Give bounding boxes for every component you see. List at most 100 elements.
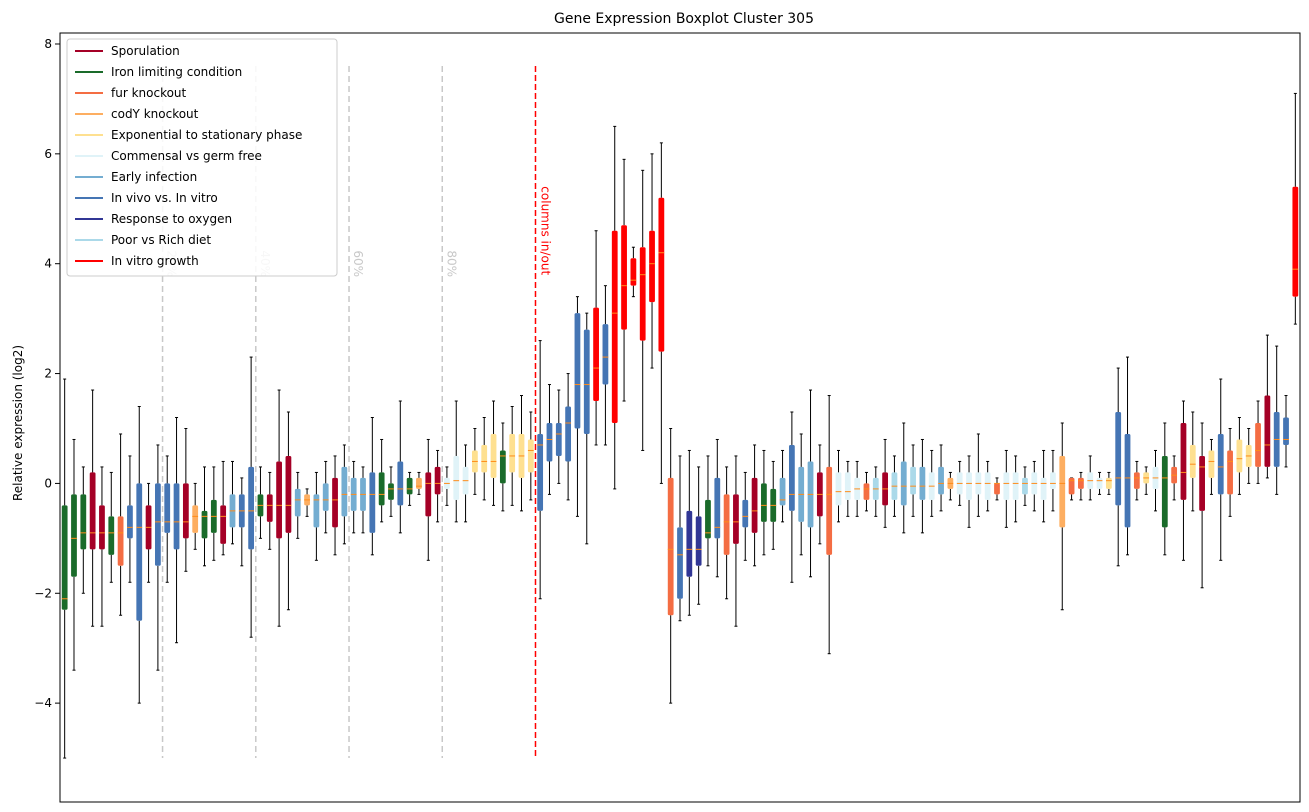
box-36 xyxy=(397,400,404,534)
box-110 xyxy=(1087,455,1094,501)
box-body xyxy=(658,197,665,352)
box-body xyxy=(1161,455,1168,528)
legend-label: Early infection xyxy=(111,170,197,184)
box-body xyxy=(192,505,199,533)
box-21 xyxy=(257,466,264,539)
box-60 xyxy=(621,158,627,402)
box-14 xyxy=(192,482,199,550)
box-body xyxy=(583,329,590,434)
percentile-label: 80% xyxy=(444,250,458,277)
box-71 xyxy=(723,466,730,600)
box-31 xyxy=(350,460,357,534)
box-84 xyxy=(844,460,851,517)
box-body xyxy=(1189,444,1196,478)
percentile-label: 60% xyxy=(351,250,365,277)
box-91 xyxy=(910,444,916,517)
box-body xyxy=(1040,477,1047,500)
legend-label: Iron limiting condition xyxy=(111,65,242,79)
box-74 xyxy=(751,444,758,567)
box-115 xyxy=(1133,460,1140,501)
box-body xyxy=(155,483,161,566)
box-7 xyxy=(127,455,133,583)
box-28 xyxy=(322,460,329,534)
box-79 xyxy=(798,433,805,556)
box-128 xyxy=(1255,400,1261,484)
box-76 xyxy=(770,460,777,550)
legend-label: codY knockout xyxy=(111,107,199,121)
box-86 xyxy=(863,471,870,512)
box-body xyxy=(1078,477,1084,489)
box-81 xyxy=(816,444,823,545)
y-axis-label: Relative expression (log2) xyxy=(11,345,25,501)
box-129 xyxy=(1264,334,1271,479)
box-body xyxy=(1115,412,1122,506)
box-body xyxy=(733,494,739,544)
box-66 xyxy=(677,455,683,622)
box-body xyxy=(294,488,301,517)
box-126 xyxy=(1236,417,1243,495)
box-13 xyxy=(182,427,189,572)
box-132 xyxy=(1292,92,1299,325)
box-body xyxy=(425,472,432,517)
box-67 xyxy=(686,449,693,616)
y-tick-label: 2 xyxy=(44,367,52,381)
split-line-label: columns in/out xyxy=(538,186,552,275)
box-body xyxy=(313,494,320,528)
box-37 xyxy=(406,471,413,506)
box-body xyxy=(574,313,581,429)
y-tick-label: 6 xyxy=(44,147,52,161)
box-body xyxy=(677,527,683,599)
box-105 xyxy=(1040,449,1047,523)
y-tick-label: −4 xyxy=(34,696,52,710)
box-body xyxy=(490,433,497,478)
box-16 xyxy=(210,466,217,561)
legend-label: Exponential to stationary phase xyxy=(111,128,302,142)
box-5 xyxy=(108,471,115,583)
box-body xyxy=(322,483,329,511)
box-body xyxy=(667,477,674,616)
box-83 xyxy=(835,449,842,523)
legend-label: Poor vs Rich diet xyxy=(111,233,211,247)
box-102 xyxy=(1012,455,1019,523)
box-body xyxy=(565,406,572,462)
box-87 xyxy=(872,466,879,517)
box-80 xyxy=(807,389,814,578)
box-body xyxy=(1199,455,1205,511)
box-46 xyxy=(490,400,497,506)
box-103 xyxy=(1022,466,1028,506)
box-75 xyxy=(761,449,767,556)
box-body xyxy=(1003,472,1010,500)
box-body xyxy=(994,483,1000,495)
box-body xyxy=(742,499,749,528)
box-1 xyxy=(71,438,77,671)
box-body xyxy=(621,225,627,330)
box-57 xyxy=(593,230,599,446)
box-65 xyxy=(667,427,674,704)
box-26 xyxy=(304,488,310,517)
box-100 xyxy=(994,477,1000,501)
box-89 xyxy=(891,455,898,517)
box-33 xyxy=(369,417,376,556)
box-body xyxy=(378,472,385,506)
box-97 xyxy=(966,455,972,528)
box-body xyxy=(108,516,115,555)
box-10 xyxy=(155,444,161,671)
box-body xyxy=(1096,477,1103,489)
box-body xyxy=(537,433,544,511)
box-body xyxy=(723,494,730,555)
box-body xyxy=(649,230,655,303)
y-tick-label: −2 xyxy=(34,586,52,600)
box-body xyxy=(1217,433,1224,495)
box-93 xyxy=(928,449,935,517)
box-18 xyxy=(229,460,236,545)
box-body xyxy=(341,466,348,517)
box-90 xyxy=(900,422,907,534)
box-body xyxy=(80,494,87,550)
box-body xyxy=(397,461,404,506)
legend-box xyxy=(66,38,338,277)
legend-label: In vitro growth xyxy=(111,254,199,268)
box-body xyxy=(201,510,208,539)
box-40 xyxy=(434,449,441,523)
box-body xyxy=(434,466,441,495)
box-body xyxy=(481,444,488,473)
